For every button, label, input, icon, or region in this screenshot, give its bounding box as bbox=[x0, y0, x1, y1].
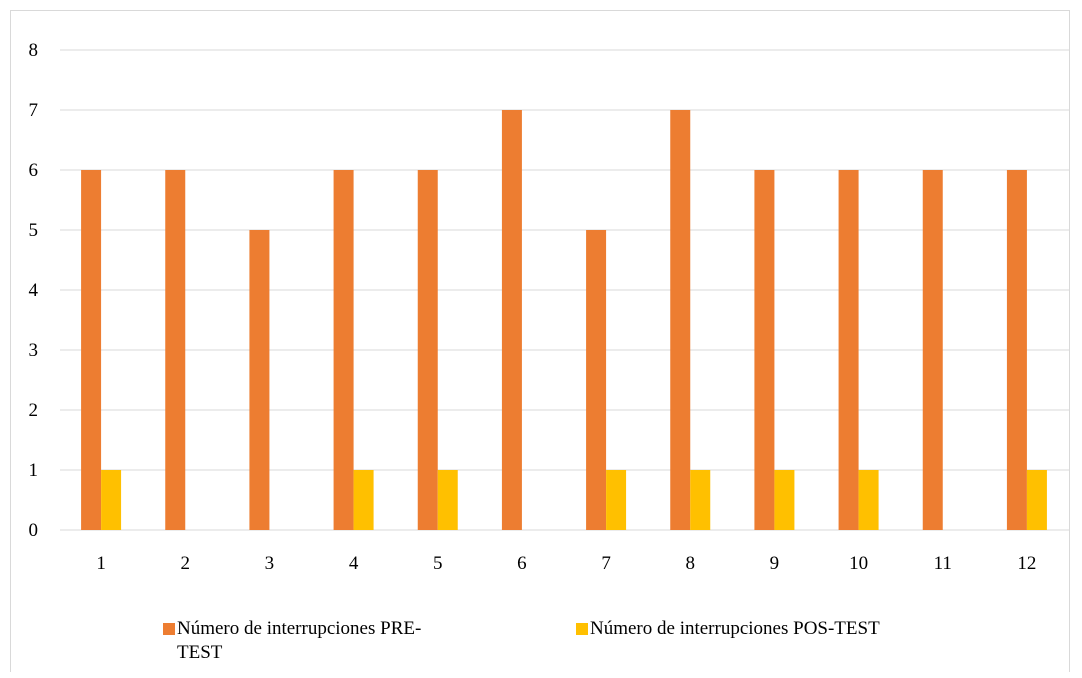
y-tick-label: 1 bbox=[29, 460, 39, 481]
y-tick-label: 0 bbox=[29, 520, 39, 541]
bars bbox=[81, 110, 1047, 530]
x-tick-label: 11 bbox=[934, 553, 952, 574]
x-tick-label: 5 bbox=[433, 553, 443, 574]
y-tick-label: 6 bbox=[29, 160, 39, 181]
bar-pre-test-1 bbox=[81, 170, 102, 530]
bar-pos-test-4 bbox=[353, 470, 374, 530]
legend-item-pos-test: Número de interrupciones POS-TEST bbox=[576, 617, 996, 641]
x-tick-label: 7 bbox=[601, 553, 611, 574]
gridlines bbox=[60, 49, 1070, 531]
bar-pre-test-12 bbox=[1006, 170, 1027, 530]
bar-pre-test-8 bbox=[670, 110, 691, 530]
bar-pos-test-10 bbox=[858, 470, 879, 530]
x-tick-label: 9 bbox=[770, 553, 780, 574]
y-tick-label: 5 bbox=[29, 220, 39, 241]
legend-label-pre-test: Número de interrupciones PRE-TEST bbox=[177, 618, 422, 663]
bar-pos-test-7 bbox=[606, 470, 627, 530]
bar-pre-test-2 bbox=[165, 170, 186, 530]
y-tick-label: 4 bbox=[29, 280, 39, 301]
x-tick-label: 12 bbox=[1017, 553, 1036, 574]
bar-pos-test-1 bbox=[101, 470, 122, 530]
bar-pre-test-7 bbox=[586, 230, 607, 530]
legend-swatch-pre-test bbox=[163, 623, 175, 635]
bar-pre-test-10 bbox=[838, 170, 859, 530]
x-tick-label: 4 bbox=[349, 553, 359, 574]
x-axis-ticks: 1 2 3 4 5 6 7 8 9 10 11 12 bbox=[96, 553, 1036, 574]
bar-pre-test-4 bbox=[333, 170, 354, 530]
bar-pos-test-8 bbox=[690, 470, 711, 530]
bar-pos-test-9 bbox=[774, 470, 795, 530]
bar-pre-test-9 bbox=[754, 170, 775, 530]
legend: Número de interrupciones PRE-TEST Número… bbox=[0, 617, 1082, 677]
y-tick-label: 2 bbox=[29, 400, 39, 421]
y-tick-label: 8 bbox=[29, 40, 39, 61]
x-tick-label: 6 bbox=[517, 553, 527, 574]
x-tick-label: 10 bbox=[849, 553, 868, 574]
legend-label-pos-test: Número de interrupciones POS-TEST bbox=[590, 618, 880, 639]
bar-pre-test-5 bbox=[417, 170, 438, 530]
y-tick-label: 3 bbox=[29, 340, 39, 361]
chart-frame bbox=[10, 10, 1070, 672]
x-tick-label: 3 bbox=[265, 553, 275, 574]
bar-pre-test-6 bbox=[501, 110, 522, 530]
x-tick-label: 2 bbox=[181, 553, 191, 574]
legend-swatch-pos-test bbox=[576, 623, 588, 635]
bar-pos-test-5 bbox=[437, 470, 458, 530]
x-tick-label: 1 bbox=[96, 553, 106, 574]
x-tick-label: 8 bbox=[686, 553, 696, 574]
bar-pre-test-3 bbox=[249, 230, 270, 530]
bar-pos-test-12 bbox=[1026, 470, 1047, 530]
legend-item-pre-test: Número de interrupciones PRE-TEST bbox=[163, 617, 433, 665]
y-tick-label: 7 bbox=[29, 100, 39, 121]
y-axis-ticks: 0 1 2 3 4 5 6 7 8 bbox=[29, 40, 39, 541]
bar-pre-test-11 bbox=[922, 170, 943, 530]
